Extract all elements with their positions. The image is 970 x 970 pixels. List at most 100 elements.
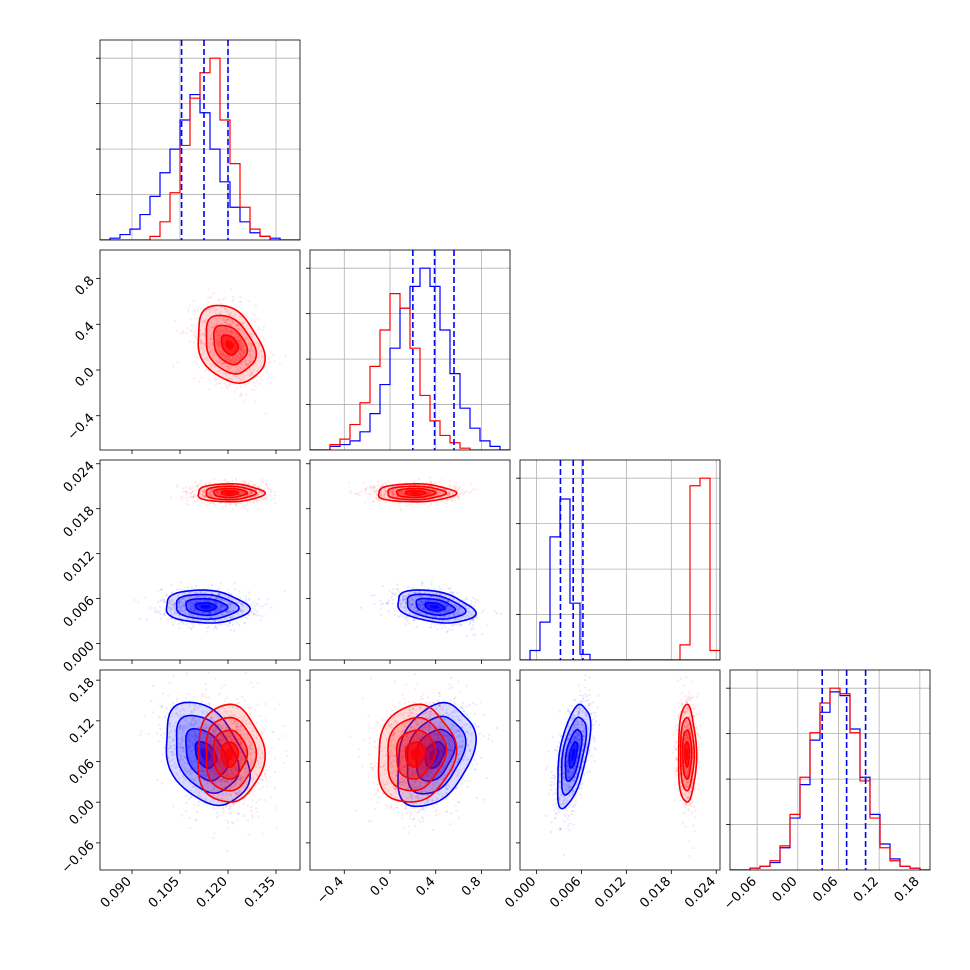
sample-point <box>228 319 231 322</box>
sample-point <box>414 610 418 613</box>
sample-point <box>206 600 209 603</box>
sample-point <box>217 0 219 1</box>
sample-point <box>192 495 195 498</box>
sample-point <box>200 0 202 1</box>
sample-point <box>191 614 195 618</box>
sample-point <box>177 601 181 604</box>
sample-point <box>392 501 395 504</box>
sample-point <box>217 609 220 613</box>
sample-point <box>198 0 200 1</box>
sample-point <box>203 0 205 1</box>
sample-point <box>245 363 248 366</box>
sample-point <box>229 604 232 607</box>
sample-point <box>408 593 411 596</box>
sample-point <box>206 308 209 311</box>
sample-point <box>222 329 225 332</box>
sample-point <box>159 599 162 602</box>
contour-line <box>194 602 218 612</box>
sample-point <box>195 0 197 1</box>
contour-line <box>415 597 457 616</box>
sample-point <box>193 330 196 334</box>
sample-point <box>216 492 219 495</box>
sample-point <box>265 603 268 606</box>
sample-point <box>191 0 193 1</box>
sample-point <box>208 0 210 1</box>
sample-point <box>215 609 218 613</box>
sample-point <box>226 589 230 592</box>
sample-point <box>201 320 204 323</box>
sample-point <box>183 0 185 1</box>
sample-point <box>239 356 242 360</box>
sample-point <box>219 334 222 337</box>
sample-point <box>217 381 221 384</box>
sample-point <box>179 581 182 584</box>
sample-point <box>190 487 193 490</box>
sample-point <box>420 595 423 598</box>
sample-point <box>192 0 194 1</box>
sample-point <box>205 0 207 1</box>
sample-point <box>231 356 234 359</box>
sample-point <box>199 611 202 615</box>
sample-point <box>241 480 244 483</box>
sample-point <box>456 494 459 497</box>
sample-point <box>460 607 463 610</box>
sample-point <box>212 0 214 1</box>
sample-point <box>217 361 220 365</box>
sample-point <box>245 359 248 362</box>
sample-point <box>413 618 416 622</box>
sample-point <box>256 345 259 348</box>
sample-point <box>227 330 230 333</box>
sample-point <box>214 609 217 612</box>
sample-point <box>177 599 180 602</box>
sample-point <box>190 0 192 1</box>
sample-point <box>210 335 213 338</box>
sample-point <box>175 0 177 1</box>
sample-point <box>283 590 286 593</box>
sample-point <box>197 611 200 614</box>
sample-point <box>227 591 231 595</box>
sample-point <box>196 0 198 1</box>
sample-point <box>267 598 270 601</box>
sample-point <box>188 614 191 617</box>
sample-point <box>192 0 194 1</box>
sample-point <box>243 622 246 625</box>
sample-point <box>403 604 407 607</box>
sample-point <box>256 602 259 605</box>
sample-point <box>240 345 243 348</box>
sample-point <box>440 616 443 619</box>
sample-point <box>219 351 222 354</box>
sample-point <box>211 0 213 1</box>
sample-point <box>251 360 254 363</box>
sample-point <box>206 0 208 1</box>
sample-point <box>177 0 179 1</box>
sample-point <box>216 328 219 331</box>
sample-point <box>234 502 237 505</box>
sample-point <box>236 0 238 1</box>
sample-point <box>170 0 172 1</box>
sample-point <box>194 0 196 1</box>
density-level <box>225 340 234 350</box>
sample-point <box>232 332 235 335</box>
sample-point <box>445 603 448 607</box>
sample-point <box>376 480 380 484</box>
sample-point <box>393 609 396 612</box>
sample-point <box>180 0 182 1</box>
sample-point <box>458 609 461 612</box>
sample-point <box>436 600 439 604</box>
sample-point <box>234 354 238 357</box>
sample-point <box>198 0 200 1</box>
sample-point <box>411 602 414 606</box>
sample-point <box>218 0 220 1</box>
sample-point <box>245 597 248 600</box>
sample-point <box>412 619 415 622</box>
sample-point <box>183 604 186 607</box>
sample-point <box>194 0 196 1</box>
sample-point <box>230 0 232 1</box>
sample-point <box>384 490 388 493</box>
sample-point <box>257 485 260 488</box>
sample-point <box>399 605 402 608</box>
sample-point <box>239 346 243 349</box>
sample-point <box>375 488 378 491</box>
sample-point <box>230 358 233 362</box>
sample-point <box>247 381 250 385</box>
